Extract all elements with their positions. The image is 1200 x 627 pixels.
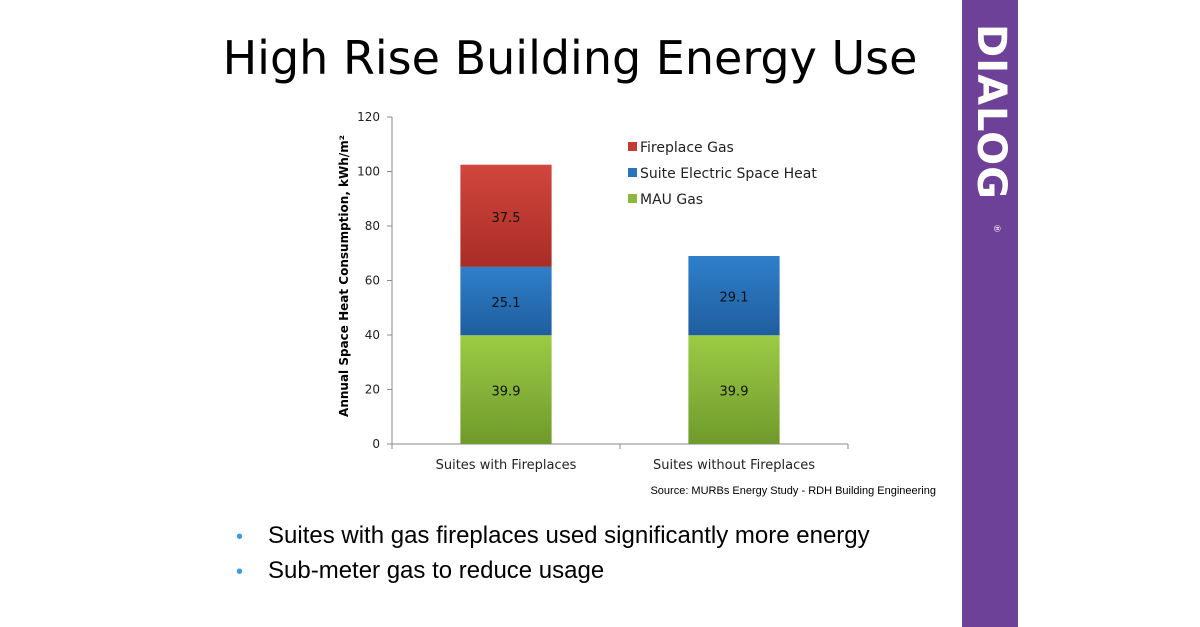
data-label: 29.1 [720, 291, 749, 306]
bullet-list: • Suites with gas fireplaces used signifi… [236, 519, 870, 589]
dialog-logo: DIALOG ® [968, 24, 1014, 233]
legend-swatch [628, 194, 637, 203]
y-axis: 0 20 40 60 80 100 120 [357, 110, 393, 451]
slide-title: High Rise Building Energy Use [222, 31, 918, 85]
bullet-text: Sub-meter gas to reduce usage [268, 557, 605, 584]
x-tick-label: Suites with Fireplaces [436, 458, 577, 473]
bullet-item: • Suites with gas fireplaces used signifi… [236, 519, 870, 554]
legend-label: Fireplace Gas [640, 140, 734, 156]
bar-segment-suite-electric-space-heat [688, 255, 780, 336]
bullet-icon: • [236, 561, 244, 583]
x-tick-label: Suites without Fireplaces [653, 458, 815, 473]
y-tick-label: 100 [357, 165, 380, 179]
bullet-text: Suites with gas fireplaces used signific… [268, 522, 870, 549]
data-label: 39.9 [492, 385, 521, 400]
y-tick-label: 20 [365, 383, 380, 397]
source-note: Source: MURBs Energy Study - RDH Buildin… [650, 485, 936, 497]
bars: 39.9 25.1 37.5 39.9 29.1 [460, 164, 780, 444]
registered-mark: ® [991, 224, 1001, 233]
bar-segment-fireplace-gas [460, 164, 552, 267]
data-label: 25.1 [492, 296, 521, 311]
legend-label: MAU Gas [640, 192, 703, 208]
legend-swatch [628, 142, 637, 151]
y-axis-label: Annual Space Heat Consumption, kWh/m² [337, 135, 351, 417]
bar-segment-mau-gas [460, 335, 552, 444]
x-axis: Suites with Fireplaces Suites without Fir… [391, 443, 849, 473]
y-tick-label: 0 [372, 437, 380, 451]
bar-segment-suite-electric-space-heat [460, 266, 552, 336]
bullet-icon: • [236, 526, 244, 548]
legend-label: Suite Electric Space Heat [640, 166, 817, 182]
y-tick-label: 40 [365, 328, 380, 342]
logo-text: DIALOG [968, 24, 1014, 200]
y-tick-label: 60 [365, 274, 380, 288]
data-label: 37.5 [492, 211, 521, 226]
bar-segment-mau-gas [688, 335, 780, 444]
legend: Fireplace Gas Suite Electric Space Heat MA… [628, 140, 817, 208]
data-label: 39.9 [720, 385, 749, 400]
y-tick-label: 120 [357, 110, 380, 124]
y-tick-label: 80 [365, 219, 380, 233]
legend-swatch [628, 168, 637, 177]
brand-bar [962, 0, 1018, 627]
bullet-item: • Sub-meter gas to reduce usage [236, 554, 870, 589]
